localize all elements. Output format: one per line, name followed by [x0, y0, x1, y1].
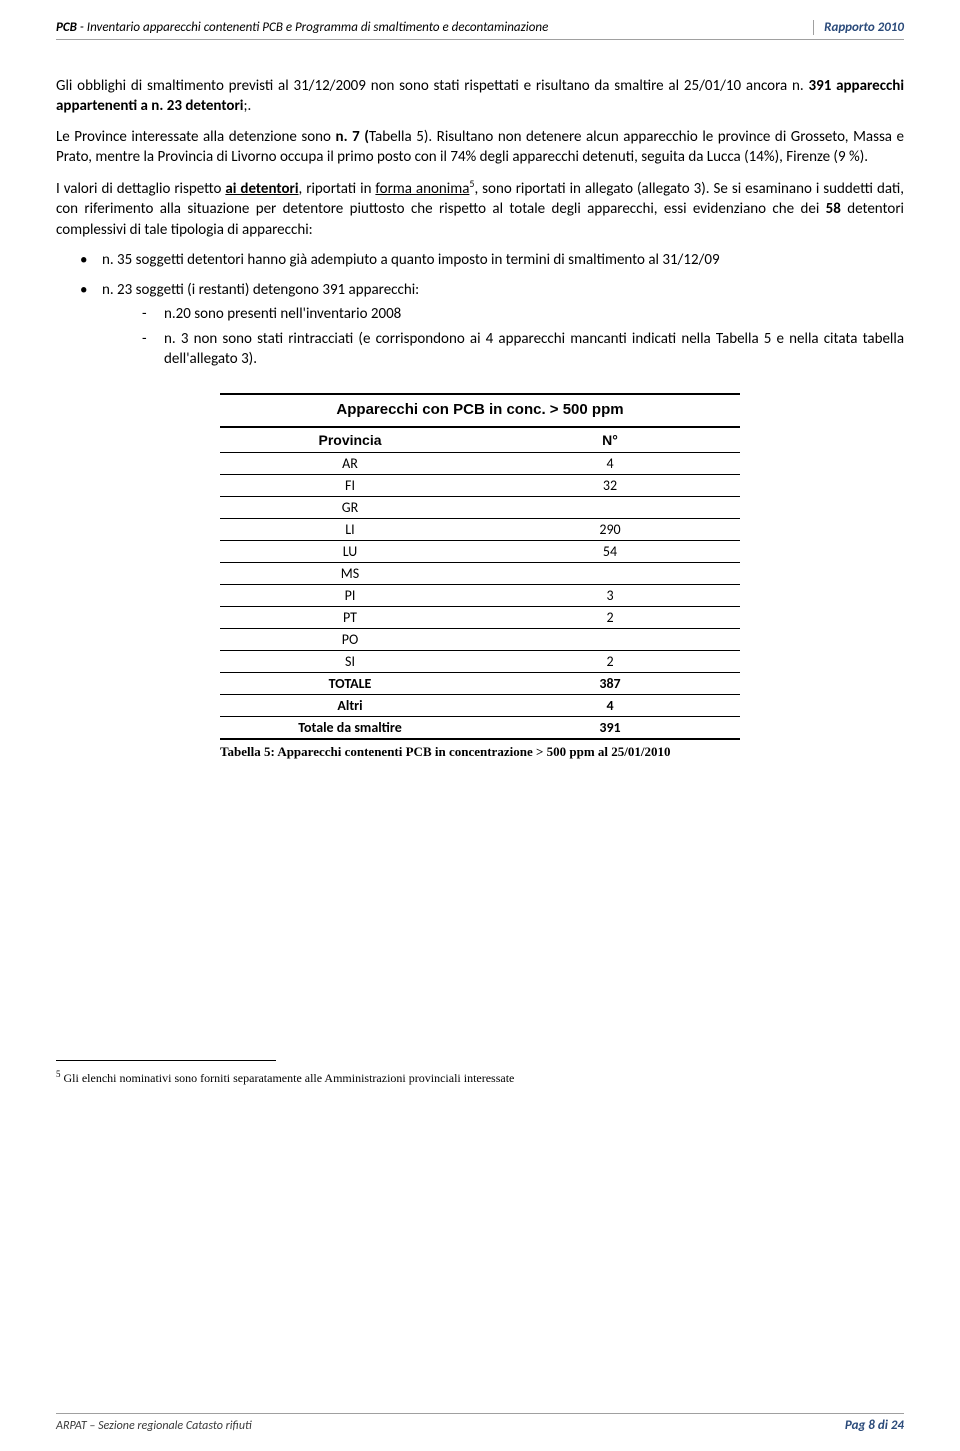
p3-d: forma anonima — [375, 180, 469, 198]
footnote: 5 Gli elenchi nominativi sono forniti se… — [56, 1069, 904, 1086]
table-row: LU54 — [220, 541, 740, 563]
table-row: AR4 — [220, 453, 740, 475]
dash-item-1: n.20 sono presenti nell'inventario 2008 — [142, 304, 904, 324]
table-row: SI2 — [220, 651, 740, 673]
p1-c: 23 detentori — [167, 97, 244, 115]
footnote-separator — [56, 1060, 276, 1061]
p1-a: Gli obblighi di smaltimento previsti al … — [56, 77, 808, 95]
paragraph-1: Gli obblighi di smaltimento previsti al … — [56, 76, 904, 117]
p2-a: Le Province interessate alla detenzione … — [56, 128, 336, 146]
paragraph-3: I valori di dettaglio rispetto ai detent… — [56, 177, 904, 240]
footer-right: Pag 8 di 24 — [845, 1418, 904, 1433]
p2-c: Tabella 5 — [369, 128, 424, 146]
header-title: - Inventario apparecchi contenenti PCB e… — [77, 20, 548, 35]
footer-left: ARPAT – Sezione regionale Catasto rifiut… — [56, 1419, 252, 1433]
table-title: Apparecchi con PCB in conc. > 500 ppm — [220, 394, 740, 427]
header-right: Rapporto 2010 — [813, 20, 904, 35]
table-container: Apparecchi con PCB in conc. > 500 ppm Pr… — [220, 393, 740, 760]
table-caption: Tabella 5: Apparecchi contenenti PCB in … — [220, 744, 740, 760]
p3-c: , riportati in — [299, 180, 376, 198]
table-row: PT2 — [220, 607, 740, 629]
d2a: n. 3 non sono stati rintracciati (e corr… — [164, 330, 716, 348]
table-row: LI290 — [220, 519, 740, 541]
table-grand-total: Totale da smaltire391 — [220, 717, 740, 740]
p3-f: 58 — [826, 200, 841, 218]
table-row: MS — [220, 563, 740, 585]
bullet-list: n. 35 soggetti detentori hanno già ademp… — [56, 250, 904, 369]
table-row: PI3 — [220, 585, 740, 607]
header-prefix: PCB — [56, 20, 77, 35]
d2b: Tabella 5 — [716, 330, 772, 348]
dash-item-2: n. 3 non sono stati rintracciati (e corr… — [142, 329, 904, 370]
table-row: PO — [220, 629, 740, 651]
p3-b: ai detentori — [225, 180, 298, 198]
bullet2-text: n. 23 soggetti (i restanti) detengono 39… — [102, 281, 419, 299]
header-left: PCB - Inventario apparecchi contenenti P… — [56, 20, 548, 35]
p3-a: I valori di dettaglio rispetto — [56, 180, 225, 198]
page-footer: ARPAT – Sezione regionale Catasto rifiut… — [56, 1413, 904, 1433]
footnote-text: Gli elenchi nominativi sono forniti sepa… — [61, 1071, 515, 1085]
table-row: GR — [220, 497, 740, 519]
paragraph-2: Le Province interessate alla detenzione … — [56, 127, 904, 168]
col-n: N° — [480, 427, 740, 453]
col-provincia: Provincia — [220, 427, 480, 453]
p1-d: ;. — [243, 97, 251, 115]
table-row: FI32 — [220, 475, 740, 497]
bullet-item-2: n. 23 soggetti (i restanti) detengono 39… — [86, 280, 904, 369]
page-header: PCB - Inventario apparecchi contenenti P… — [56, 20, 904, 40]
table-altri: Altri4 — [220, 695, 740, 717]
bullet-item-1: n. 35 soggetti detentori hanno già ademp… — [86, 250, 904, 270]
p2-b: n. 7 ( — [336, 128, 369, 146]
pcb-table: Apparecchi con PCB in conc. > 500 ppm Pr… — [220, 393, 740, 740]
table-totale: TOTALE387 — [220, 673, 740, 695]
dash-list: n.20 sono presenti nell'inventario 2008 … — [102, 304, 904, 369]
